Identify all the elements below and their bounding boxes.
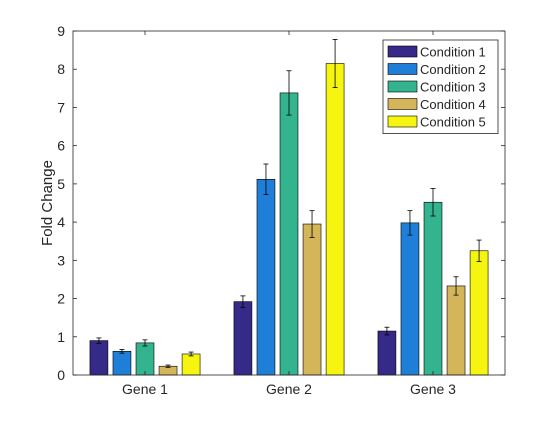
legend-item-condition-4: Condition 4 — [387, 97, 486, 112]
error-bars-layer — [96, 39, 482, 368]
legend-item-condition-5: Condition 5 — [387, 115, 486, 130]
x-tick-label: Gene 2 — [266, 381, 312, 397]
legend-item-condition-3: Condition 3 — [387, 80, 486, 95]
legend-swatch — [387, 45, 418, 58]
error-bar-condition-2-gene-3 — [407, 210, 413, 236]
error-bar-condition-1-gene-1 — [96, 337, 102, 344]
error-bar-condition-4-gene-2 — [309, 210, 315, 238]
bar-condition-4-gene-2 — [302, 223, 322, 376]
y-tick-label: 7 — [57, 99, 65, 115]
error-bar-condition-5-gene-1 — [188, 351, 194, 357]
x-tick-label: Gene 3 — [410, 381, 456, 397]
error-bar-condition-1-gene-2 — [240, 295, 246, 308]
bar-condition-3-gene-1 — [135, 342, 155, 376]
bar-condition-2-gene-3 — [400, 222, 420, 376]
bar-condition-5-gene-2 — [325, 63, 345, 376]
ticks-layer: 0 1 2 3 4 5 6 7 8 9 Gene 1 Gene 2 Gene 3 — [57, 23, 505, 397]
legend-label: Condition 3 — [420, 80, 486, 95]
error-bar-condition-3-gene-1 — [142, 339, 148, 347]
error-bar-condition-2-gene-2 — [263, 163, 269, 195]
bar-condition-5-gene-1 — [181, 353, 201, 376]
bars-layer — [89, 63, 489, 376]
y-tick-label: 2 — [57, 291, 65, 307]
y-tick-label: 5 — [57, 176, 65, 192]
error-bar-condition-1-gene-3 — [384, 326, 390, 336]
legend-item-condition-2: Condition 2 — [387, 62, 486, 77]
legend-label: Condition 2 — [420, 62, 486, 77]
legend-swatch — [387, 98, 418, 110]
y-tick-label: 6 — [57, 138, 65, 154]
legend-swatch — [387, 115, 418, 128]
y-tick-label: 0 — [57, 367, 65, 383]
error-bar-condition-3-gene-2 — [286, 70, 292, 116]
y-tick-label: 4 — [57, 214, 65, 230]
bar-condition-1-gene-1 — [89, 340, 109, 376]
bar-condition-1-gene-2 — [233, 301, 253, 376]
error-bar-condition-5-gene-2 — [332, 39, 338, 88]
legend-swatch — [387, 63, 418, 75]
error-bar-condition-4-gene-1 — [165, 364, 171, 368]
y-axis-label: Fold Change — [39, 160, 56, 246]
bar-condition-2-gene-2 — [256, 179, 276, 376]
y-tick-label: 3 — [57, 252, 65, 268]
y-tick-label: 8 — [57, 61, 65, 77]
error-bar-condition-4-gene-3 — [453, 276, 459, 296]
y-tick-label: 9 — [57, 23, 65, 39]
legend-label: Condition 1 — [420, 45, 486, 60]
bar-condition-1-gene-3 — [377, 330, 397, 376]
bar-condition-5-gene-3 — [469, 250, 489, 376]
error-bar-condition-3-gene-3 — [430, 188, 436, 217]
error-bar-condition-5-gene-3 — [476, 239, 482, 262]
legend-swatch — [387, 80, 418, 93]
error-bar-condition-2-gene-1 — [119, 348, 125, 354]
bar-condition-4-gene-3 — [446, 285, 466, 376]
legend-label: Condition 5 — [420, 115, 486, 130]
bar-condition-3-gene-3 — [423, 201, 443, 376]
bar-condition-2-gene-1 — [112, 351, 132, 376]
legend-item-condition-1: Condition 1 — [387, 45, 486, 60]
legend-label: Condition 4 — [420, 97, 486, 112]
y-tick-label: 1 — [57, 329, 65, 345]
legend: Condition 1 Condition 2 Condition 3 Conditi… — [382, 39, 499, 134]
bar-condition-3-gene-2 — [279, 92, 299, 376]
x-tick-label: Gene 1 — [122, 381, 168, 397]
